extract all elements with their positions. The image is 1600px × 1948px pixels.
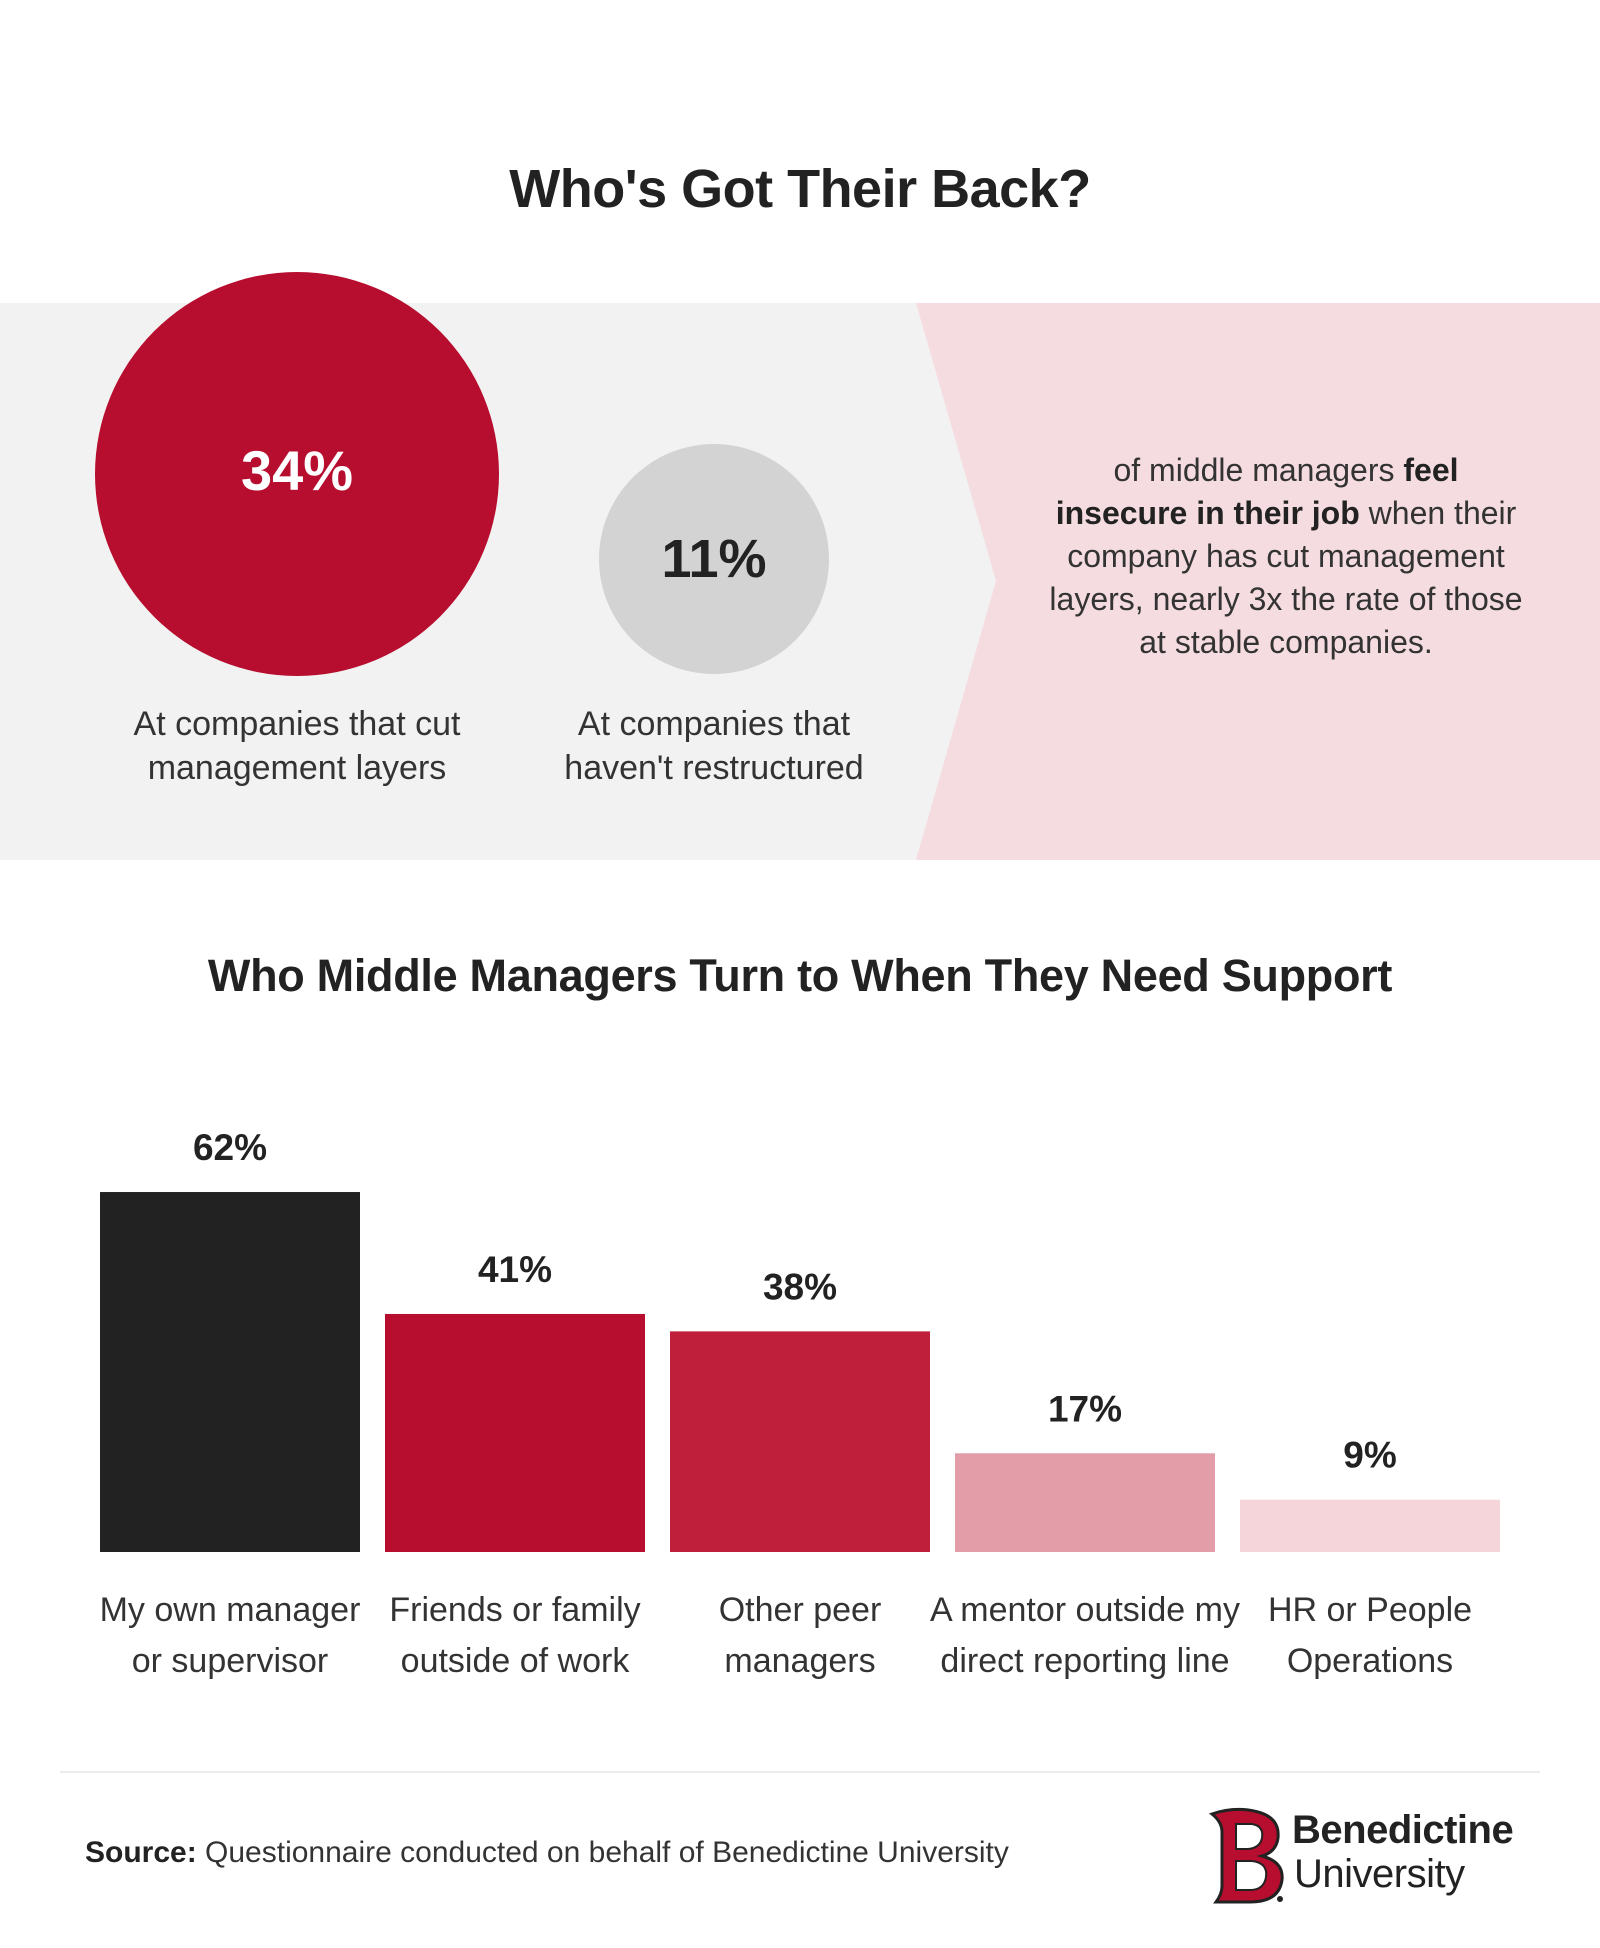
bar-value-label: 38% xyxy=(763,1266,837,1307)
category-label: HR or People xyxy=(1268,1591,1472,1629)
caption-line: At companies that xyxy=(577,705,851,743)
logo-name: Benedictine xyxy=(1292,1808,1514,1852)
stat-value-not-restructured: 11% xyxy=(661,529,767,589)
category-label: Operations xyxy=(1287,1642,1453,1680)
category-label: Other peer xyxy=(719,1591,882,1629)
bar-value-label: 9% xyxy=(1343,1435,1396,1476)
source-label: Source: xyxy=(85,1836,197,1869)
statement-text: of middle managers xyxy=(1113,452,1404,488)
caption-cut-layers: At companies that cut management layers xyxy=(97,702,497,790)
category-label: My own manager xyxy=(100,1591,361,1629)
source-note: Source: Questionnaire conducted on behal… xyxy=(85,1836,1009,1870)
stat-value-cut-layers: 34% xyxy=(240,438,354,502)
logo-subname: University xyxy=(1294,1852,1465,1896)
bar xyxy=(670,1331,930,1552)
category-label: outside of work xyxy=(401,1642,631,1680)
category-label: Friends or family xyxy=(389,1591,640,1629)
footer-divider xyxy=(60,1771,1540,1773)
support-bar-chart: 62% My own manager or supervisor 41% Friends… xyxy=(100,1127,1500,1680)
bar xyxy=(100,1192,360,1552)
category-label: direct reporting line xyxy=(940,1642,1229,1680)
caption-not-restructured: At companies that haven't restructured xyxy=(514,702,914,790)
page-title: Who's Got Their Back? xyxy=(509,159,1091,219)
bar-value-label: 62% xyxy=(193,1127,267,1168)
caption-line: haven't restructured xyxy=(564,749,864,787)
category-label: A mentor outside my xyxy=(930,1591,1240,1629)
university-b-mark-icon xyxy=(1208,1807,1284,1904)
category-label: or supervisor xyxy=(132,1642,329,1680)
stat-circle-cut-layers: 34% xyxy=(95,272,499,676)
caption-line: management layers xyxy=(147,749,447,787)
stat-circle-not-restructured: 11% xyxy=(599,444,829,674)
bar xyxy=(1240,1499,1500,1552)
statement-emphasis: feel insecure in their job xyxy=(1055,452,1459,531)
statement-text: when their company has cut management la… xyxy=(1049,495,1523,660)
bar-value-label: 41% xyxy=(478,1249,552,1290)
insecurity-statement: of middle managers feel insecure in thei… xyxy=(1046,449,1526,664)
bar xyxy=(385,1313,645,1552)
statement-panel xyxy=(916,303,1600,860)
source-text: Questionnaire conducted on behalf of Ben… xyxy=(196,1836,1009,1869)
bar xyxy=(955,1453,1215,1552)
category-label: managers xyxy=(724,1642,875,1680)
university-logo: Benedictine University xyxy=(1206,1806,1536,1906)
chart-title: Who Middle Managers Turn to When They Ne… xyxy=(207,950,1393,1001)
bar-value-label: 17% xyxy=(1048,1388,1122,1429)
caption-line: At companies that cut xyxy=(133,705,461,743)
